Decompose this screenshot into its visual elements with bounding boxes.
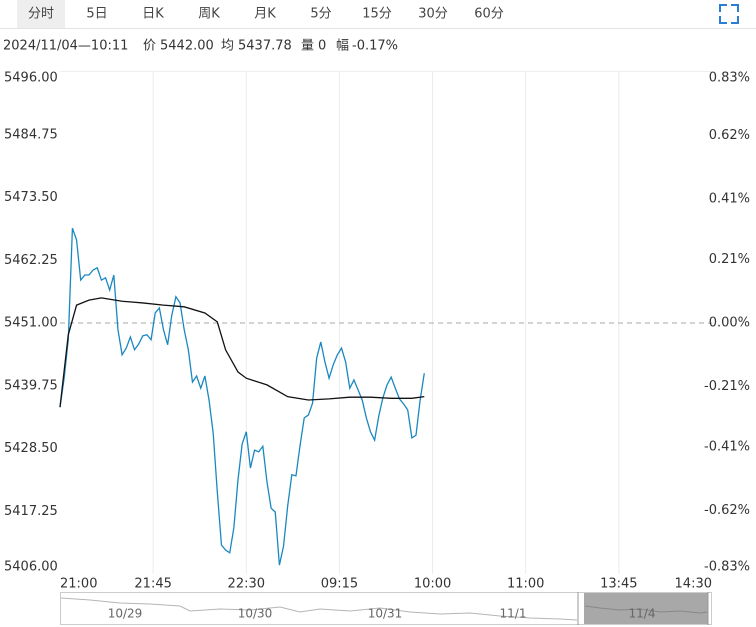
x-tick-label: 22:30 — [228, 577, 265, 592]
average-line — [59, 297, 425, 408]
tab[interactable]: 月K — [254, 7, 276, 22]
y2-tick-label: 0.21% — [709, 252, 750, 267]
info-line: 2024/11/04—10:11 价 5442.00 均 5437.78 量 0… — [3, 39, 398, 54]
navigator-label: 11/4 — [629, 607, 656, 621]
info-volume: 0 — [318, 39, 326, 54]
navigator-label: 10/31 — [368, 607, 403, 621]
y2-tick-label: -0.41% — [704, 439, 750, 454]
info-change: -0.17% — [352, 39, 398, 54]
info-price: 5442.00 — [160, 39, 214, 54]
plot: 21:00 21:45 22:30 09:15 10:00 11:00 13:45 14:30… — [4, 71, 750, 592]
navigator-labels: 10/29 10/30 10/31 11/1 11/4 — [108, 607, 656, 621]
tab[interactable]: 15分 — [362, 7, 392, 22]
expand-icon[interactable] — [719, 4, 739, 24]
info-price-label: 价 — [143, 39, 156, 54]
y-tick-label: 5496.00 — [4, 71, 58, 86]
price-line — [59, 227, 425, 566]
navigator-overview-line — [584, 605, 708, 614]
y-tick-label: 5473.50 — [4, 190, 58, 205]
y2-tick-label: 0.83% — [709, 71, 750, 86]
tab[interactable]: 日K — [142, 7, 164, 22]
active-tab-bg — [17, 0, 65, 28]
navigator-label: 11/1 — [500, 607, 527, 621]
y2-tick-label: 0.41% — [709, 192, 750, 207]
x-tick-label: 13:45 — [600, 577, 637, 592]
info-volume-label: 量 — [301, 39, 314, 54]
x-tick-label: 21:00 — [60, 577, 97, 592]
tab[interactable]: 5分 — [310, 7, 331, 22]
y2-tick-label: -0.62% — [704, 503, 750, 518]
y-tick-label: 5451.00 — [4, 316, 58, 331]
navigator-overview-line — [60, 597, 578, 621]
tab[interactable]: 30分 — [418, 7, 448, 22]
info-avg-label: 均 — [221, 39, 234, 54]
tab[interactable]: 分时 — [28, 7, 54, 22]
x-tick-label: 11:00 — [507, 577, 544, 592]
y-tick-label: 5484.75 — [4, 127, 58, 142]
navigator-label: 10/30 — [238, 607, 273, 621]
navigator-label: 10/29 — [108, 607, 143, 621]
x-tick-label: 21:45 — [134, 577, 171, 592]
info-change-label: 幅 — [336, 39, 349, 54]
y2-tick-label: 0.00% — [709, 316, 750, 331]
y2-tick-label: -0.83% — [704, 560, 750, 575]
y-tick-label: 5417.25 — [4, 504, 58, 519]
y-tick-label: 5439.75 — [4, 378, 58, 393]
x-tick-label: 09:15 — [321, 577, 358, 592]
x-tick-label: 14:30 — [675, 577, 712, 592]
tab-bar: 分时 5日 日K 周K 月K 5分 15分 30分 60分 — [17, 0, 504, 28]
info-avg: 5437.78 — [238, 39, 292, 54]
y-tick-label: 5406.00 — [4, 560, 58, 575]
y-tick-label: 5462.25 — [4, 253, 58, 268]
y2-tick-label: -0.21% — [704, 379, 750, 394]
y2-tick-label: 0.62% — [709, 128, 750, 143]
info-time: 2024/11/04—10:11 — [3, 39, 128, 54]
y-tick-label: 5428.50 — [4, 441, 58, 456]
x-tick-label: 10:00 — [414, 577, 451, 592]
tab[interactable]: 5日 — [86, 7, 107, 22]
tab[interactable]: 60分 — [474, 7, 504, 22]
tab[interactable]: 周K — [198, 7, 220, 22]
navigator[interactable]: 10/29 10/30 10/31 11/1 11/4 — [60, 592, 712, 625]
